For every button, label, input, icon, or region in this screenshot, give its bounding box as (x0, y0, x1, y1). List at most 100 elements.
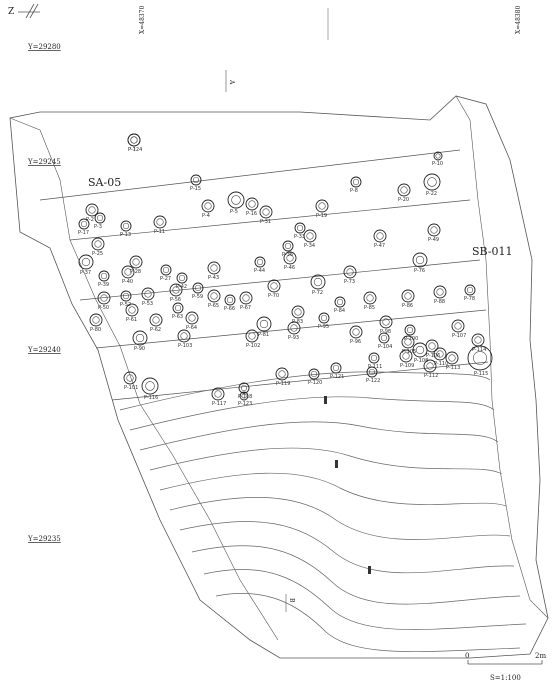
pit-inner-outline (135, 333, 145, 343)
pit-P-37: P-37 (78, 254, 94, 276)
pit-P-15: P-15 (190, 174, 202, 192)
pit-label: P-114 (472, 347, 486, 353)
pit-label: P-16 (246, 211, 257, 217)
pit-outline (373, 229, 387, 243)
pit-outline (207, 289, 221, 303)
section-mark-b: B (285, 594, 295, 612)
pit-label: P-34 (304, 243, 315, 249)
pit-outline (254, 256, 266, 268)
pit-inner-outline (368, 368, 376, 376)
pit-outline (427, 223, 441, 237)
pit-label: P-93 (288, 335, 299, 341)
pit-outline (433, 151, 443, 161)
pit-label: P-96 (350, 339, 361, 345)
pit-outline (97, 291, 111, 305)
y-coordinate-label-2: Y=29245 (27, 158, 61, 166)
pit-label: P-117 (212, 401, 226, 407)
pit-outline (211, 387, 225, 401)
pit-inner-outline (128, 306, 136, 314)
pit-inner-outline (92, 316, 100, 324)
feature-label-sb011: SB-011 (472, 245, 513, 258)
pit-label: P-118 (238, 394, 252, 400)
pit-outline (291, 305, 305, 319)
pit-inner-outline (400, 186, 408, 194)
scale-bar: 0 2m S=1:100 (465, 652, 546, 682)
pit-outline (315, 199, 329, 213)
pit-P-86: P-86 (401, 289, 415, 309)
pit-outline (471, 333, 485, 347)
pit-P-95: P-95 (318, 312, 330, 330)
pit-inner-outline (427, 177, 437, 187)
pit-outline (423, 359, 437, 373)
pit-P-113: P-113 (445, 351, 460, 371)
pit-label: P-47 (374, 243, 385, 249)
pit-inner-outline (132, 258, 140, 266)
pit-P-93: P-93 (287, 321, 301, 341)
pit-inner-outline (346, 268, 354, 276)
pit-P-70: P-70 (267, 279, 281, 299)
pit-inner-outline (124, 268, 132, 276)
pit-inner-outline (270, 282, 278, 290)
pit-outline (412, 252, 428, 268)
pit-outline (149, 313, 163, 327)
pit-P-105: P-105 (401, 335, 416, 355)
pit-outline (160, 264, 172, 276)
pit-label: P-3 (94, 224, 102, 230)
pit-outline (308, 368, 320, 380)
pit-label: P-25 (92, 251, 103, 257)
pit-inner-outline (188, 314, 196, 322)
pit-P-84: P-84 (334, 296, 346, 314)
pit-label: P-116 (144, 395, 158, 401)
north-arrow-label: Z (8, 7, 14, 17)
pit-inner-outline (296, 224, 304, 232)
pit-P-80: P-80 (89, 313, 103, 333)
pit-outline (287, 321, 301, 335)
pit-inner-outline (435, 153, 441, 159)
pit-outline (401, 289, 415, 303)
pit-inner-outline (88, 206, 96, 214)
pit-label: P-2 (86, 217, 94, 223)
pit-outline (404, 324, 416, 336)
pit-P-65: P-65 (207, 289, 221, 309)
pit-inner-outline (240, 384, 248, 392)
pit-label: P-37 (80, 270, 91, 276)
pit-P-22: P-22 (423, 173, 441, 197)
pit-P-72: P-72 (310, 274, 326, 296)
grid-line (111, 361, 489, 401)
pit-outline (239, 391, 249, 401)
pit-inner-outline (415, 345, 425, 355)
pit-outline (451, 319, 465, 333)
pit-inner-outline (402, 352, 410, 360)
pit-P-11: P-11 (153, 215, 167, 235)
pit-label: P-28 (130, 269, 141, 275)
pit-P-25: P-25 (91, 237, 105, 257)
pit-outline (192, 282, 204, 294)
pit-P-39: P-39 (98, 270, 110, 288)
pit-inner-outline (94, 240, 102, 248)
pit-outline (399, 349, 413, 363)
elevation-marker (368, 566, 371, 574)
pit-label: P-106 (426, 353, 440, 359)
grid-line (79, 259, 481, 301)
grid-line (69, 199, 471, 241)
pit-label: P-72 (312, 290, 323, 296)
pit-P-49: P-49 (427, 223, 441, 243)
pit-inner-outline (436, 288, 444, 296)
pit-outline (275, 367, 289, 381)
contour-line (191, 545, 521, 605)
pit-label: P-78 (464, 296, 475, 302)
pit-outline (98, 270, 110, 282)
pit-outline (89, 313, 103, 327)
pit-outline (224, 294, 236, 306)
pit-outline (397, 183, 411, 197)
pit-P-123: P-123 (238, 391, 252, 407)
pit-outline (132, 330, 148, 346)
pit-P-27: P-27 (160, 264, 172, 282)
pit-P-59: P-59 (192, 282, 204, 300)
pits-layer: P-1P-2P-3P-4P-5P-8P-10P-11P-13P-15P-16P-… (78, 133, 493, 407)
x-coordinate-label-1: X=48370 (139, 5, 146, 34)
pit-label: P-17 (78, 230, 89, 236)
pit-inner-outline (122, 222, 130, 230)
pit-P-31: P-31 (259, 205, 273, 225)
pit-P-115: P-115 (467, 345, 493, 377)
